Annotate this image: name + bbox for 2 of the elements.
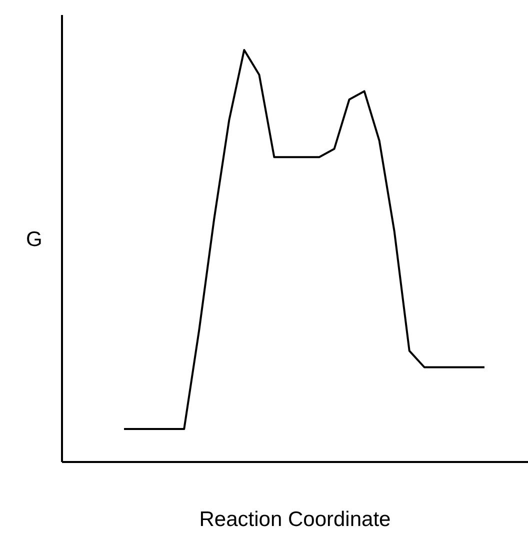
y-axis-title: G bbox=[26, 228, 42, 251]
x-axis-title: Reaction Coordinate bbox=[199, 508, 391, 531]
